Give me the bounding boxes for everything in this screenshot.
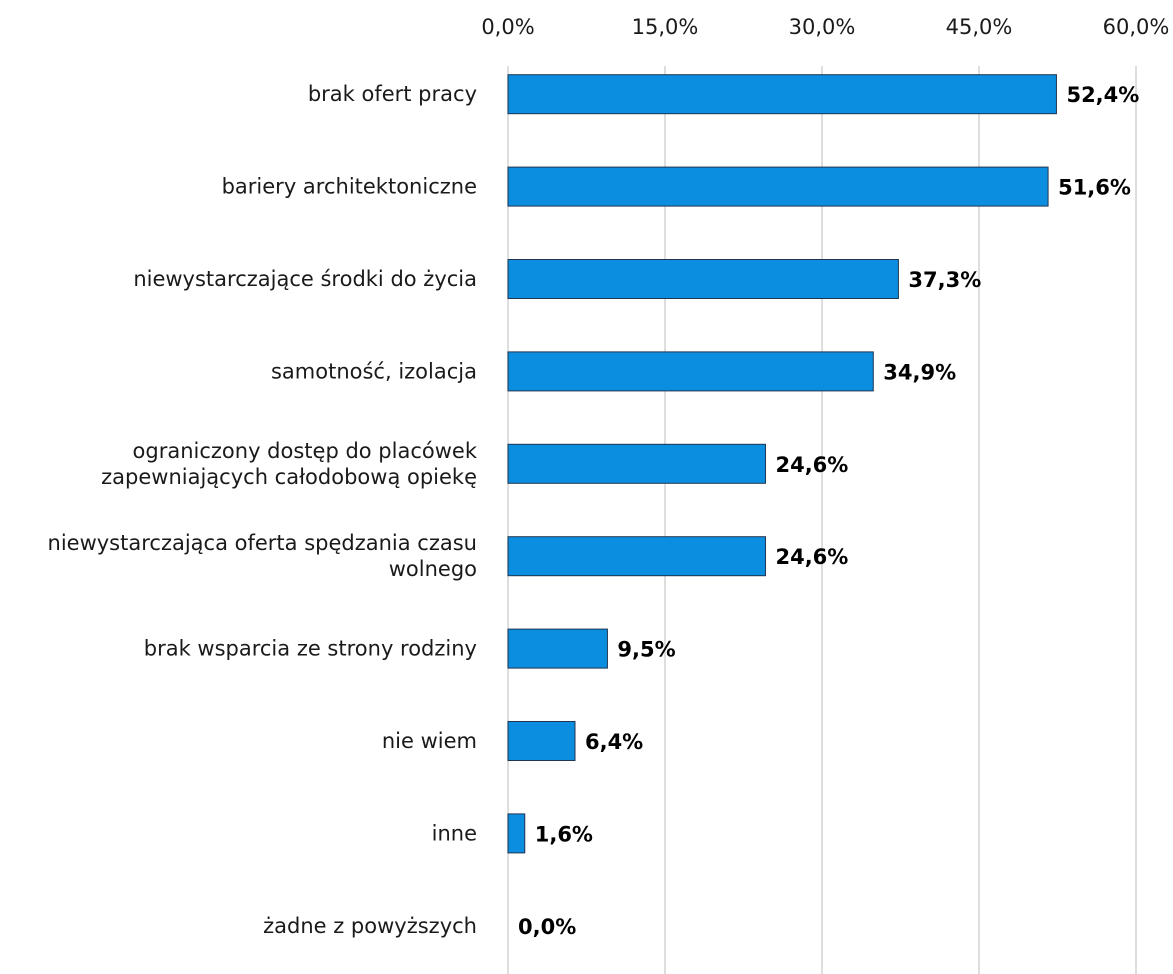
data-label: 34,9% xyxy=(883,360,956,384)
x-tick-label: 0,0% xyxy=(481,15,534,39)
data-label: 0,0% xyxy=(518,915,576,939)
bar xyxy=(507,628,608,669)
data-label: 51,6% xyxy=(1058,176,1131,200)
category-label: samotność, izolacja xyxy=(271,359,477,383)
data-label: 9,5% xyxy=(617,638,675,662)
bar xyxy=(507,351,874,392)
x-tick-label: 45,0% xyxy=(946,15,1013,39)
bar xyxy=(507,536,766,577)
category-labels: brak ofert pracy bariery architektoniczne… xyxy=(48,82,478,938)
bar xyxy=(507,166,1049,207)
category-label: nie wiem xyxy=(382,729,477,753)
data-label: 6,4% xyxy=(585,730,643,754)
x-tick-label: 15,0% xyxy=(632,15,699,39)
category-label: zapewniających całodobową opiekę xyxy=(101,465,477,489)
x-tick-label: 60,0% xyxy=(1103,15,1170,39)
data-label: 52,4% xyxy=(1066,83,1139,107)
category-label: wolnego xyxy=(389,557,477,581)
x-tick-label: 30,0% xyxy=(789,15,856,39)
value-labels: 52,4% 51,6% 37,3% 34,9% 24,6% 24,6% 9,5% 6,4% 1,… xyxy=(518,83,1139,939)
category-label: żadne z powyższych xyxy=(263,914,477,938)
category-label: brak ofert pracy xyxy=(308,82,477,106)
category-label: niewystarczające środki do życia xyxy=(133,267,477,291)
category-label: niewystarczająca oferta spędzania czasu xyxy=(48,531,477,555)
bar xyxy=(507,721,576,761)
x-axis-tick-labels: 0,0% 15,0% 30,0% 45,0% 60,0% xyxy=(481,15,1169,39)
data-label: 24,6% xyxy=(775,453,848,477)
bar xyxy=(507,74,1057,115)
data-label: 24,6% xyxy=(775,545,848,569)
category-label: inne xyxy=(432,821,477,845)
bar xyxy=(507,443,766,484)
category-label: brak wsparcia ze strony rodziny xyxy=(144,637,477,661)
category-label: bariery architektoniczne xyxy=(222,175,477,199)
bars xyxy=(507,74,1057,854)
data-label: 1,6% xyxy=(535,822,593,846)
data-label: 37,3% xyxy=(908,268,981,292)
bar xyxy=(507,813,526,854)
category-label: ograniczony dostęp do placówek xyxy=(133,439,478,463)
bar xyxy=(507,259,899,299)
